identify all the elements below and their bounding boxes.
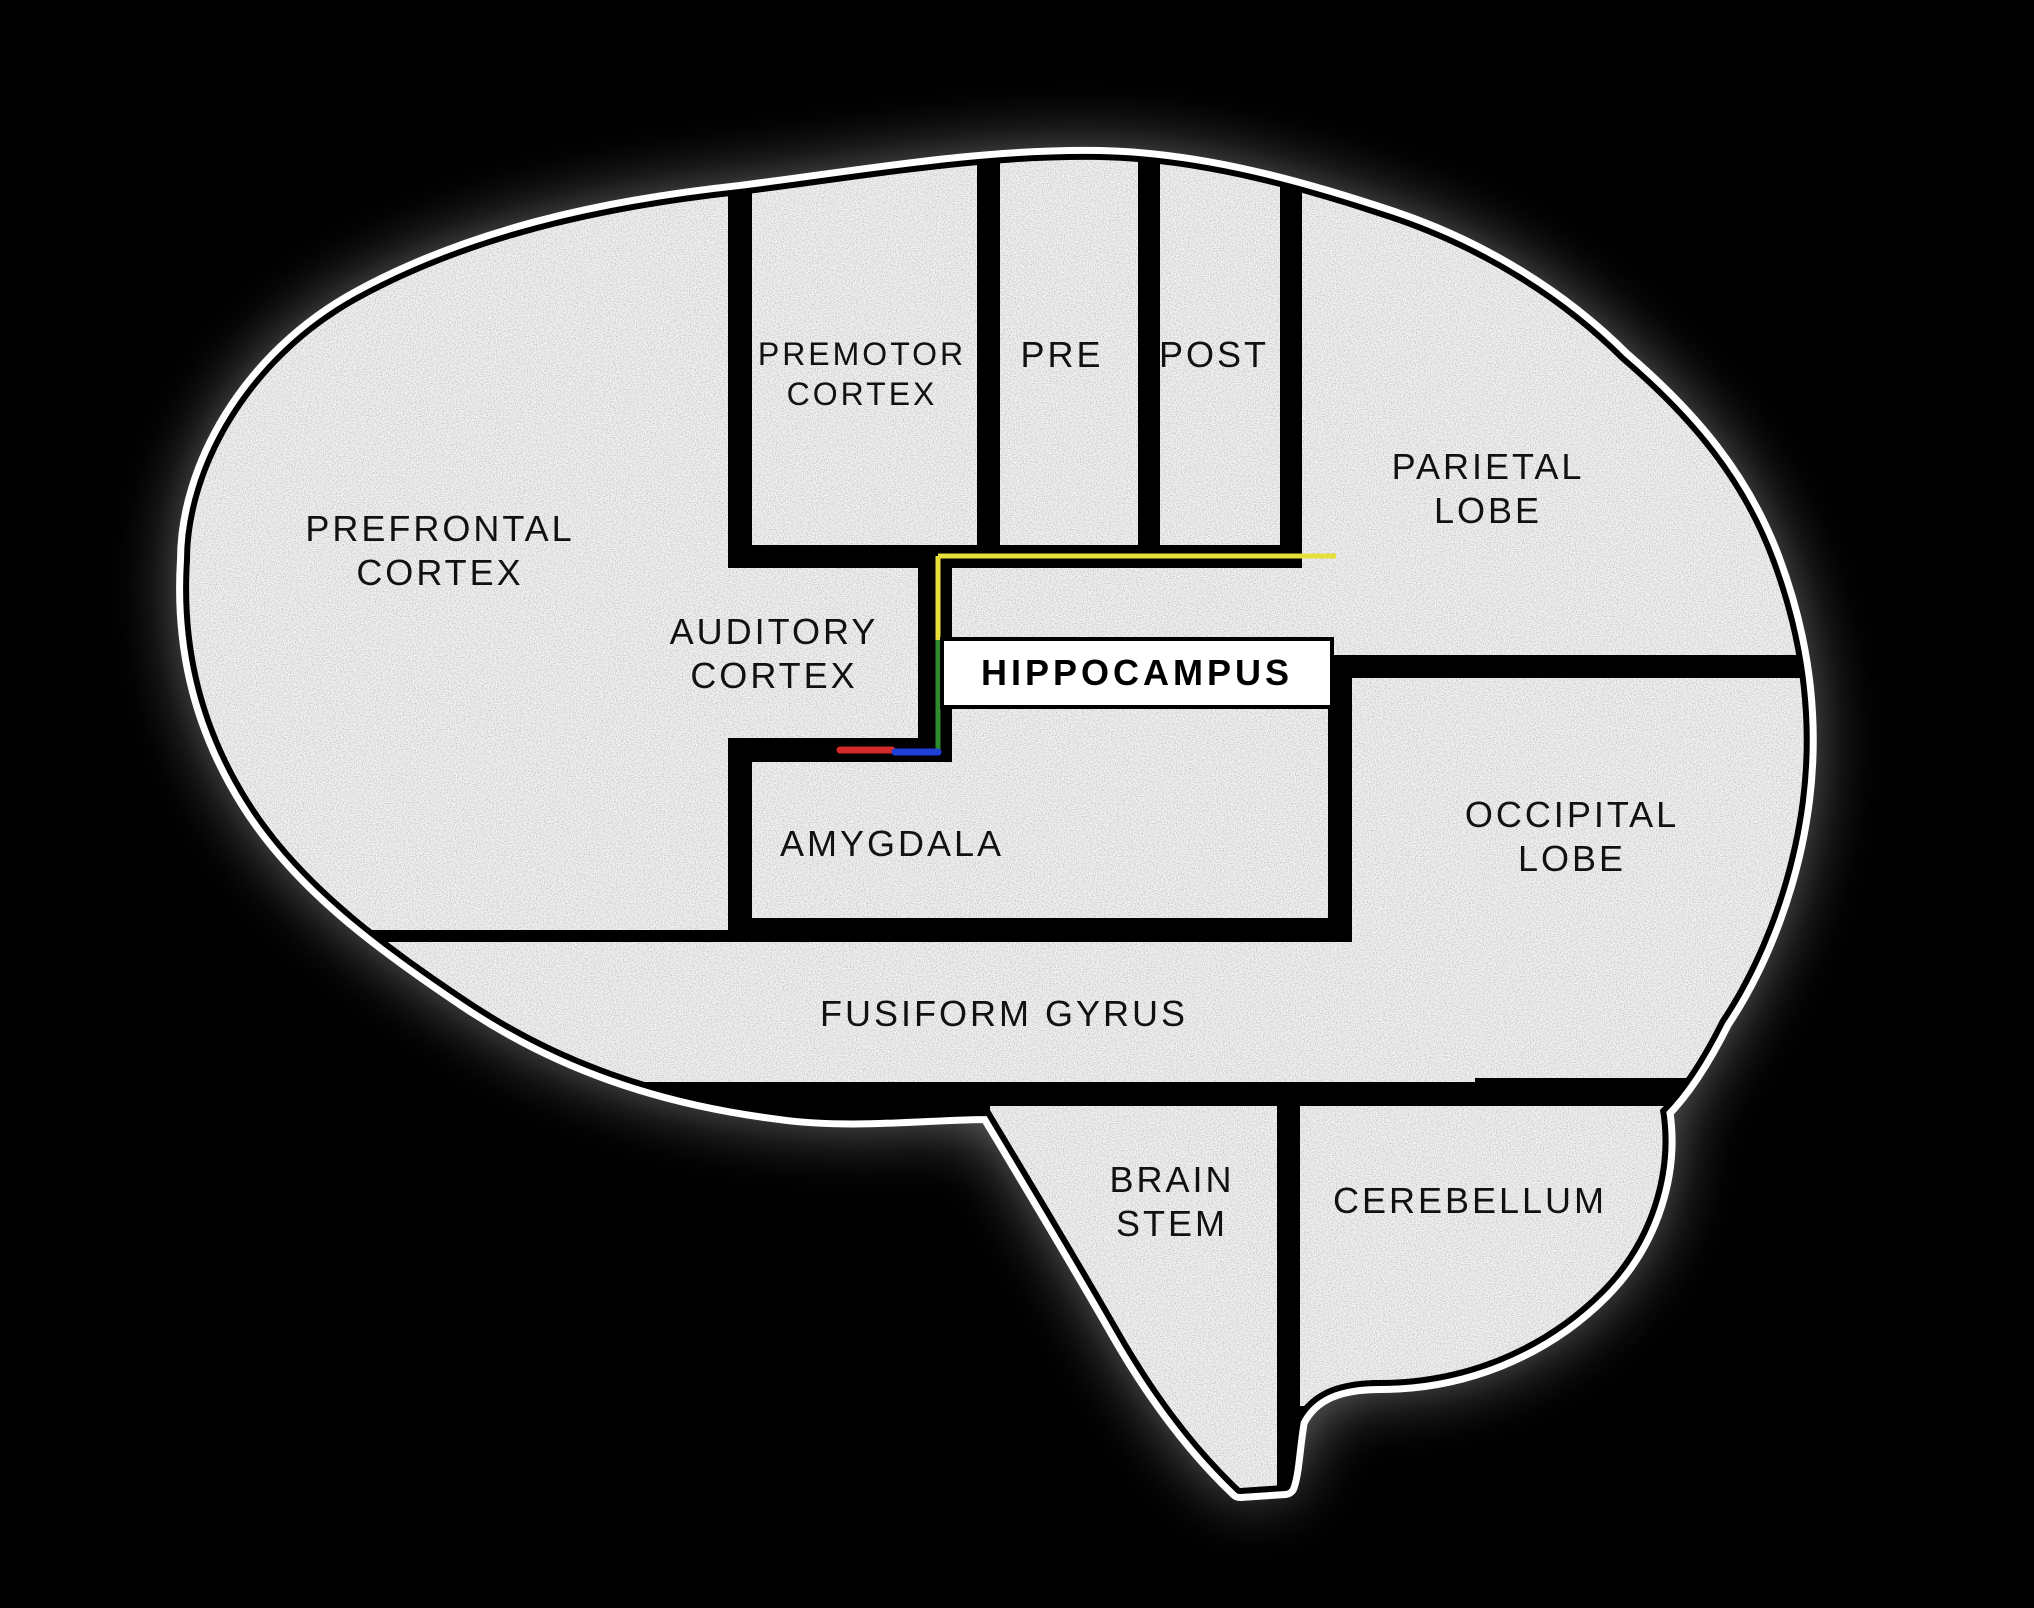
label-brain-stem: BRAIN STEM <box>1109 1159 1235 1244</box>
label-parietal-lobe: PARIETAL LOBE <box>1391 446 1585 531</box>
label-occipital-lobe: OCCIPITAL LOBE <box>1464 794 1680 879</box>
label-amygdala: AMYGDALA <box>779 823 1005 864</box>
label-fusiform-gyrus: FUSIFORM GYRUS <box>819 993 1189 1034</box>
label-postcentral: POST <box>1158 334 1270 375</box>
label-premotor-cortex: PREMOTOR CORTEX <box>757 336 967 412</box>
label-prefrontal-cortex: PREFRONTAL CORTEX <box>305 508 575 593</box>
label-auditory-cortex: AUDITORY CORTEX <box>669 611 879 696</box>
label-hippocampus: HIPPOCAMPUS <box>940 637 1334 709</box>
label-precentral: PRE <box>1020 334 1104 375</box>
label-cerebellum: CEREBELLUM <box>1332 1180 1608 1221</box>
